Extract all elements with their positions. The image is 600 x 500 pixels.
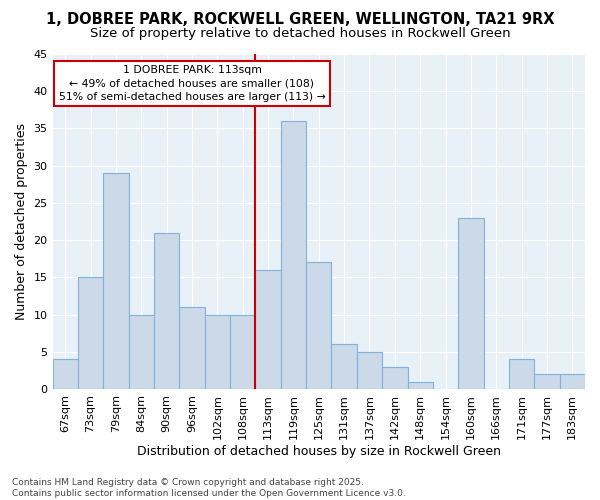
Bar — [306, 262, 331, 389]
Text: Size of property relative to detached houses in Rockwell Green: Size of property relative to detached ho… — [89, 28, 511, 40]
Bar — [407, 382, 433, 389]
Bar — [281, 121, 306, 389]
Bar — [205, 314, 230, 389]
Bar — [534, 374, 560, 389]
Bar — [331, 344, 357, 389]
Bar — [154, 232, 179, 389]
Y-axis label: Number of detached properties: Number of detached properties — [15, 123, 28, 320]
Bar — [256, 270, 281, 389]
Bar — [53, 360, 78, 389]
Bar — [382, 366, 407, 389]
Bar — [509, 360, 534, 389]
Bar — [179, 307, 205, 389]
Text: 1, DOBREE PARK, ROCKWELL GREEN, WELLINGTON, TA21 9RX: 1, DOBREE PARK, ROCKWELL GREEN, WELLINGT… — [46, 12, 554, 28]
Bar — [128, 314, 154, 389]
Bar — [357, 352, 382, 389]
Bar — [560, 374, 585, 389]
Bar — [103, 173, 128, 389]
Bar — [78, 278, 103, 389]
Text: 1 DOBREE PARK: 113sqm
← 49% of detached houses are smaller (108)
51% of semi-det: 1 DOBREE PARK: 113sqm ← 49% of detached … — [59, 65, 325, 102]
X-axis label: Distribution of detached houses by size in Rockwell Green: Distribution of detached houses by size … — [137, 444, 501, 458]
Bar — [230, 314, 256, 389]
Bar — [458, 218, 484, 389]
Text: Contains HM Land Registry data © Crown copyright and database right 2025.
Contai: Contains HM Land Registry data © Crown c… — [12, 478, 406, 498]
